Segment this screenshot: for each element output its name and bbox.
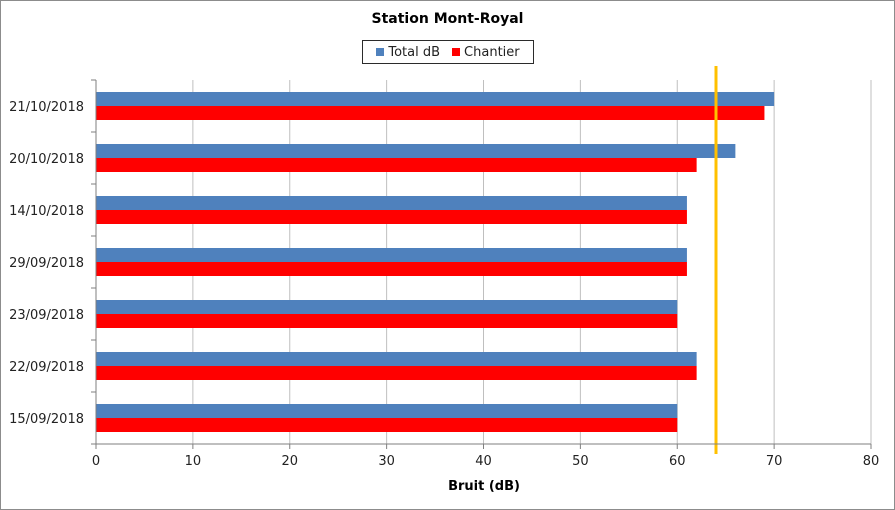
- bar-chantier: [96, 210, 687, 224]
- bar-chantier: [96, 418, 678, 432]
- legend-label-chantier: Chantier: [464, 44, 520, 60]
- x-tick-label: 10: [185, 454, 202, 469]
- bar-total: [96, 144, 736, 158]
- y-category-label: 15/09/2018: [9, 412, 84, 427]
- bar-chantier: [96, 158, 697, 172]
- legend-item-total: Total dB: [376, 45, 440, 60]
- x-tick-label: 60: [669, 454, 686, 469]
- bar-chantier: [96, 314, 678, 328]
- x-tick-label: 70: [766, 454, 783, 469]
- bar-total: [96, 248, 687, 262]
- x-tick-label: 20: [281, 454, 298, 469]
- x-tick-label: 80: [863, 454, 880, 469]
- bar-total: [96, 92, 775, 106]
- bar-chantier: [96, 366, 697, 380]
- x-tick-label: 30: [378, 454, 395, 469]
- bar-total: [96, 404, 678, 418]
- x-axis-title: Bruit (dB): [448, 479, 520, 494]
- y-category-label: 14/10/2018: [9, 204, 84, 219]
- legend-swatch-chantier: [452, 48, 461, 56]
- tick-labels: 0 10 20 30 40 50 60 70 80 21/10/2018 20/10/2018 14/…: [9, 100, 879, 469]
- bars: [96, 66, 775, 454]
- y-category-label: 23/09/2018: [9, 308, 84, 323]
- x-tick-label: 50: [572, 454, 589, 469]
- bar-total: [96, 300, 678, 314]
- bar-total: [96, 196, 687, 210]
- legend-label-total: Total dB: [388, 44, 441, 60]
- y-category-label: 21/10/2018: [9, 100, 84, 115]
- bar-chantier: [96, 106, 765, 120]
- legend-item-chantier: Chantier: [452, 45, 520, 60]
- x-tick-label: 0: [92, 454, 100, 469]
- bar-chantier: [96, 262, 687, 276]
- axes: [91, 79, 872, 449]
- legend-swatch-total: [376, 48, 385, 56]
- y-category-label: 20/10/2018: [9, 152, 84, 167]
- chart-title: Station Mont-Royal: [371, 11, 524, 27]
- y-category-label: 22/09/2018: [9, 360, 84, 375]
- x-tick-label: 40: [475, 454, 492, 469]
- bar-total: [96, 352, 697, 366]
- y-category-label: 29/09/2018: [9, 256, 84, 271]
- chart-legend: Total dB Chantier: [362, 40, 534, 64]
